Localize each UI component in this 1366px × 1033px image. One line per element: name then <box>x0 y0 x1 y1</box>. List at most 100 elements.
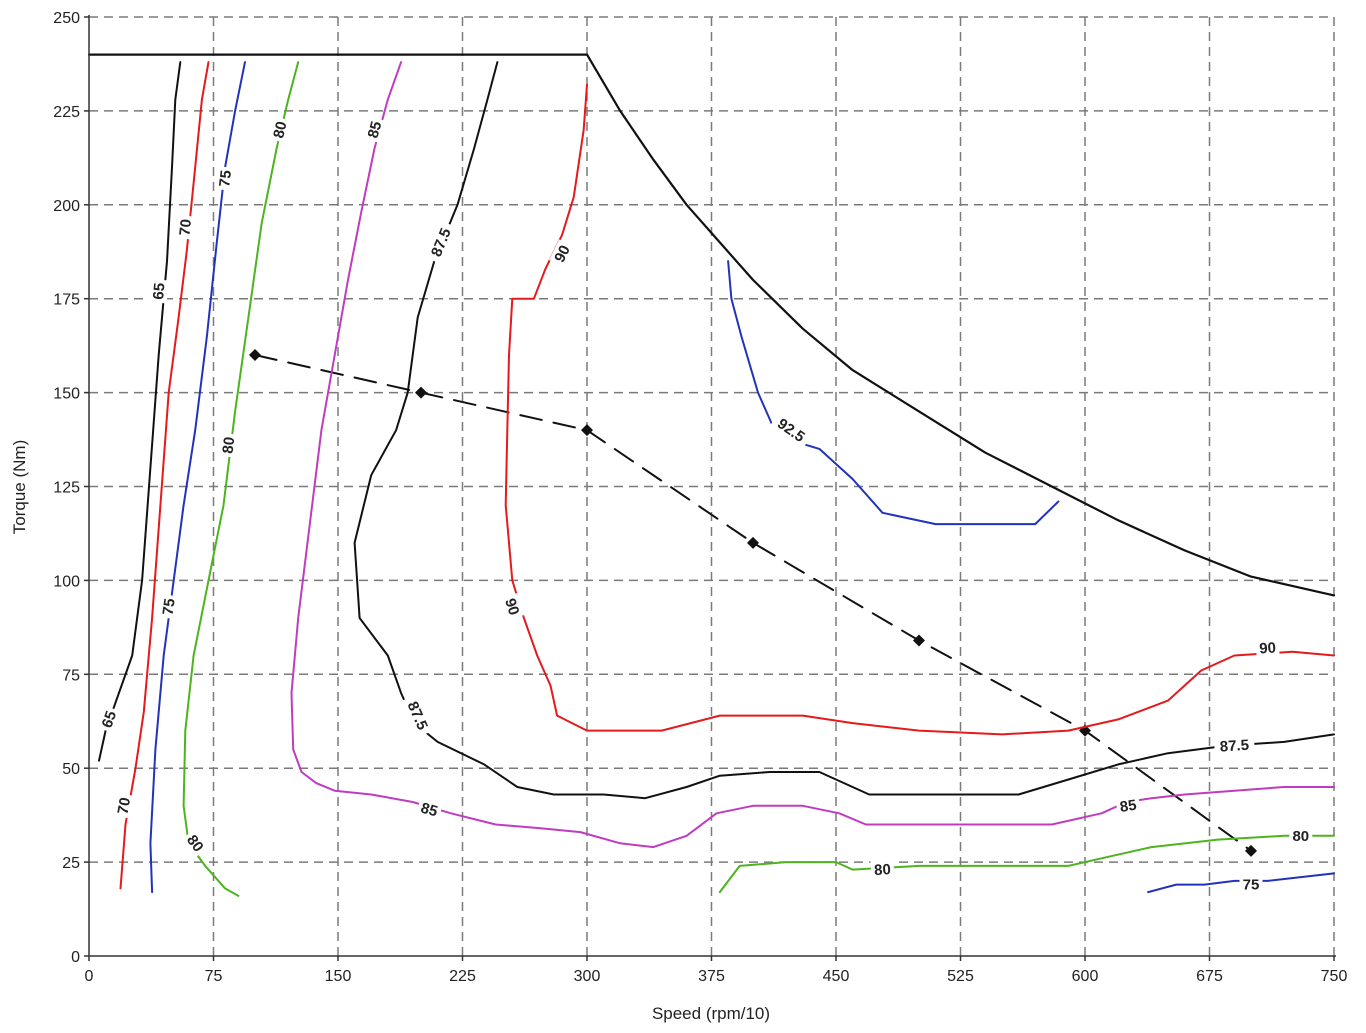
contour-label-bg <box>1239 875 1263 894</box>
operating-points-line <box>254 354 1252 852</box>
contour-label-text: 90 <box>551 243 574 265</box>
contour-label-text: 80 <box>219 436 238 455</box>
contour-line-85 <box>290 61 1335 849</box>
contour-label-text: 80 <box>270 120 290 140</box>
operating-point-marker <box>913 634 925 647</box>
contour-label: 80 <box>181 828 210 858</box>
contour-label: 90 <box>1255 638 1280 658</box>
contour-label-bg <box>96 705 122 734</box>
x-tick-label: 450 <box>823 968 850 985</box>
contour-label-text: 85 <box>1119 797 1138 816</box>
y-tick-label: 125 <box>53 480 80 497</box>
contour-label: 85 <box>362 116 387 144</box>
contour-label-bg <box>181 828 210 858</box>
contour-label-bg <box>362 116 387 144</box>
contour-line-80 <box>182 61 300 897</box>
contour-label-bg <box>424 220 457 265</box>
contour-label-text: 75 <box>1243 877 1260 894</box>
contour-line-90 <box>504 83 1335 736</box>
contour-label: 80 <box>218 432 239 458</box>
x-tick-label: 525 <box>947 968 974 985</box>
contour-label-text: 90 <box>1259 639 1277 657</box>
contour-label: 80 <box>268 116 292 143</box>
contour-label: 80 <box>1289 826 1313 845</box>
contour-label-text: 80 <box>183 832 207 856</box>
series-layer <box>87 53 1336 897</box>
contour-label-text: 85 <box>365 120 386 141</box>
contour-label-bg <box>1255 638 1280 658</box>
contour-label: 80 <box>870 859 895 880</box>
contour-label-text: 85 <box>419 799 440 820</box>
x-axis-title: Speed (rpm/10) <box>652 1004 770 1023</box>
operating-point-marker <box>581 424 593 437</box>
y-tick-label: 250 <box>53 10 80 27</box>
contour-line-75 <box>149 61 246 894</box>
y-tick-label: 100 <box>53 573 80 590</box>
x-tick-label: 375 <box>698 968 725 985</box>
contour-label-bg <box>500 593 525 621</box>
contour-label-bg <box>415 797 443 822</box>
y-axis-title: Torque (Nm) <box>10 440 29 534</box>
contour-label-text: 87.5 <box>428 226 455 259</box>
contour-label-text: 90 <box>501 596 522 617</box>
contour-label: 65 <box>148 278 169 304</box>
contour-label-bg <box>214 166 236 191</box>
contour-label: 85 <box>415 797 443 822</box>
contour-label-text: 80 <box>874 861 892 879</box>
contour-line-92.5 <box>727 260 1060 526</box>
contour-label: 70 <box>175 214 196 240</box>
contour-label: 70 <box>112 792 135 819</box>
x-tick-label: 75 <box>205 968 223 985</box>
x-tick-label: 300 <box>574 968 601 985</box>
operating-point-marker <box>249 349 261 362</box>
contour-label: 87.5 <box>424 220 457 265</box>
contour-label: 65 <box>96 705 122 734</box>
contour-label-bg <box>112 792 135 819</box>
y-tick-label: 150 <box>53 386 80 403</box>
contour-label: 90 <box>548 239 576 268</box>
grid-layer <box>89 16 1335 956</box>
operating-point-marker <box>415 386 427 399</box>
x-tick-label: 225 <box>449 968 476 985</box>
x-tick-label: 750 <box>1321 968 1348 985</box>
contour-label-bg <box>1213 735 1255 756</box>
contour-label-bg <box>175 214 196 240</box>
contour-label-bg <box>158 594 180 620</box>
contour-label-text: 65 <box>99 709 121 730</box>
contour-label-layer: 65 65 70 70 75 75 80 80 80 85 85 85 87.5 87.5 87.5 90 90… <box>96 116 1313 894</box>
contour-label-bg <box>1289 826 1313 845</box>
contour-label: 92.5 <box>769 411 813 449</box>
contour-label: 85 <box>1115 795 1141 817</box>
y-tick-label: 50 <box>62 761 80 778</box>
contour-label-text: 87.5 <box>1219 737 1249 756</box>
x-tick-label: 150 <box>325 968 352 985</box>
y-tick-label: 0 <box>71 949 80 966</box>
x-tick-label: 675 <box>1196 968 1223 985</box>
contour-label: 87.5 <box>1213 735 1255 756</box>
operating-point-marker <box>1245 844 1257 857</box>
axis-layer: 0 75 150 225 300 375 450 525 600 675 750 0 25 50 75 100… <box>53 10 1347 985</box>
contour-label-bg <box>769 411 813 449</box>
contour-label-bg <box>1115 795 1141 817</box>
contour-line-65 <box>98 61 182 762</box>
contour-label-text: 65 <box>150 282 168 300</box>
contour-label-bg <box>268 116 292 143</box>
contour-line-70 <box>119 61 210 890</box>
x-tick-label: 600 <box>1072 968 1099 985</box>
contour-label: 75 <box>214 166 236 191</box>
x-tick-label: 0 <box>85 968 94 985</box>
y-tick-label: 75 <box>62 667 80 684</box>
contour-label-text: 80 <box>1292 828 1309 845</box>
contour-label-text: 75 <box>216 169 235 187</box>
contour-label-bg <box>548 239 576 268</box>
contour-label-bg <box>870 859 895 880</box>
contour-label-bg <box>218 432 239 458</box>
contour-label: 90 <box>500 593 525 621</box>
contour-label: 75 <box>158 594 180 620</box>
contour-label-text: 70 <box>176 218 195 236</box>
contour-line-80 <box>718 834 1335 894</box>
contour-label-bg <box>401 693 434 738</box>
contour-label-bg <box>148 278 169 304</box>
